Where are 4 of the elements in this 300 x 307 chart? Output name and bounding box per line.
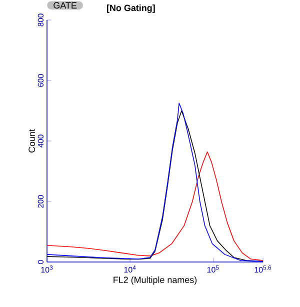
y-axis-title: Count [28,129,35,153]
text: GATE [54,2,77,9]
x-axis-title: FL2 (Multiple names) [114,276,197,285]
text: [No Gating] [107,4,155,13]
